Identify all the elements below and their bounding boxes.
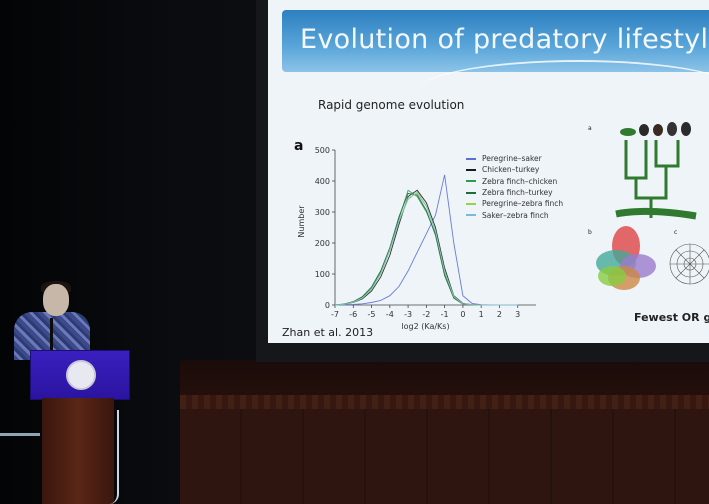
legend-label: Peregrine–zebra finch <box>482 199 564 209</box>
legend-label: Saker–zebra finch <box>482 210 549 220</box>
legend-label: Zebra finch–chicken <box>482 176 558 186</box>
phylogeny-tree-icon <box>615 140 697 220</box>
legend-label: Chicken–turkey <box>482 165 540 175</box>
legend-entry-4: Zebra finch–turkey <box>466 187 563 198</box>
side-figure: a b c <box>588 122 709 290</box>
y-tick-label: 400 <box>315 177 330 186</box>
x-axis-title: log2 (Ka/Ks) <box>401 322 449 331</box>
x-tick-label: -7 <box>331 310 339 319</box>
legend-label: Zebra finch–turkey <box>482 188 553 198</box>
x-tick-label: -3 <box>404 310 412 319</box>
x-tick-label: -1 <box>441 310 449 319</box>
chart-legend: Peregrine–saker Chicken–turkey Zebra finch… <box>466 153 563 221</box>
legend-swatch <box>466 191 476 194</box>
y-tick-label: 0 <box>325 301 330 310</box>
legend-swatch <box>466 180 476 183</box>
side-caption: Fewest OR g <box>634 311 709 324</box>
x-tick-label: 1 <box>479 310 484 319</box>
legend-label: Peregrine–saker <box>482 154 542 164</box>
x-tick-label: 3 <box>515 310 520 319</box>
floor-cable <box>0 433 40 436</box>
stage-trim <box>180 395 709 409</box>
legend-entry-5: Peregrine–zebra finch <box>466 198 563 209</box>
ka-ks-histogram: 0 100 200 300 400 500 -7 -6 -5 -4 -3 -2 -1 0 1 2 3 log2 (… <box>297 146 536 331</box>
legend-swatch <box>466 202 476 205</box>
x-tick-label: -2 <box>422 310 430 319</box>
bird-silhouettes-icon <box>620 122 691 136</box>
y-tick-label: 200 <box>315 239 330 248</box>
x-tick-label: -4 <box>386 310 394 319</box>
side-panel-label-c: c <box>674 229 677 236</box>
university-seal-icon <box>66 360 96 390</box>
y-tick-label: 500 <box>315 146 330 155</box>
x-tick-label: -6 <box>349 310 357 319</box>
y-tick-label: 300 <box>315 208 330 217</box>
header-swoosh <box>418 60 709 122</box>
slide-citation: Zhan et al. 2013 <box>282 326 374 339</box>
speaker-head <box>43 284 69 316</box>
legend-swatch <box>466 157 476 160</box>
y-axis-title: Number <box>297 205 306 238</box>
side-panel-label-a: a <box>588 125 592 132</box>
microphone-stand <box>50 318 53 352</box>
y-tick-label: 100 <box>315 270 330 279</box>
x-tick-label: 2 <box>497 310 502 319</box>
x-tick-label: 0 <box>460 310 465 319</box>
legend-swatch <box>466 214 476 217</box>
series-line-6 <box>334 192 518 306</box>
side-panel-label-b: b <box>588 229 592 236</box>
stage-front <box>180 409 709 504</box>
x-tick-label: -5 <box>368 310 376 319</box>
legend-entry-3: Zebra finch–chicken <box>466 176 563 187</box>
microphone-cable <box>101 410 119 504</box>
radial-tree-icon <box>669 243 709 285</box>
presentation-slide: Evolution of predatory lifestyle Rapid g… <box>268 0 709 343</box>
slide-subtitle: Rapid genome evolution <box>318 98 465 112</box>
legend-entry-1: Peregrine–saker <box>466 153 563 164</box>
legend-entry-6: Saker–zebra finch <box>466 209 563 220</box>
venn-diagram-icon <box>596 226 656 290</box>
legend-entry-2: Chicken–turkey <box>466 164 563 175</box>
legend-swatch <box>466 168 476 171</box>
panel-letter: a <box>294 138 304 154</box>
slide-title: Evolution of predatory lifestyle <box>300 24 709 55</box>
